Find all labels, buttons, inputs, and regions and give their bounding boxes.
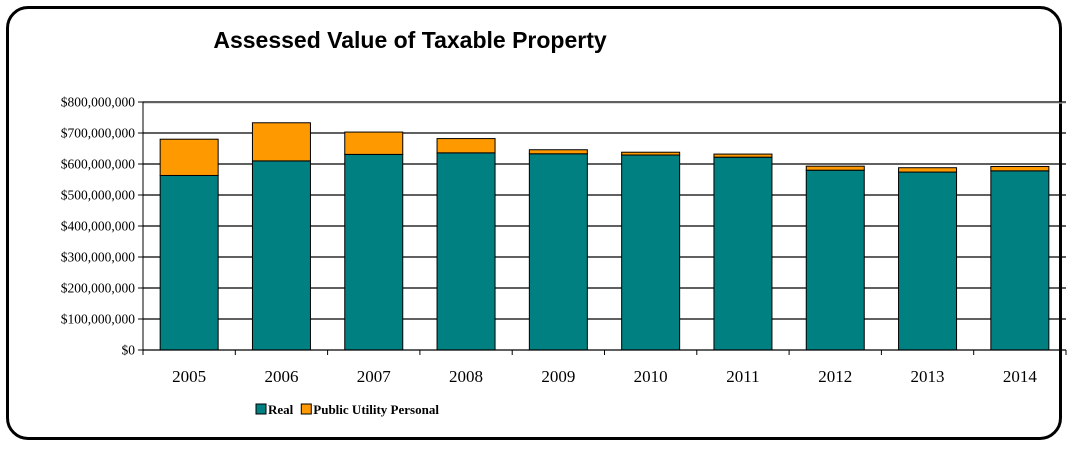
y-tick-label: $500,000,000: [61, 188, 136, 203]
bar-real: [528, 153, 588, 351]
bar-public-utility-personal: [805, 165, 865, 171]
bar-public-utility-personal: [621, 151, 681, 156]
bar-public-utility-personal: [528, 149, 588, 155]
y-tick-label: $400,000,000: [61, 219, 136, 234]
bar-public-utility-personal: [159, 138, 219, 176]
bar-public-utility-personal: [990, 165, 1050, 172]
x-tick-label: 2011: [726, 367, 759, 386]
y-tick-label: $800,000,000: [61, 95, 136, 110]
bar-real: [436, 152, 496, 351]
y-tick-label: $0: [122, 343, 136, 358]
y-tick-label: $700,000,000: [61, 126, 136, 141]
bar-public-utility-personal: [251, 122, 311, 162]
chart-title: Assessed Value of Taxable Property: [213, 27, 607, 53]
bar-real: [159, 174, 219, 351]
bar-public-utility-personal: [436, 138, 496, 154]
bar-real: [621, 154, 681, 351]
y-tick-label: $200,000,000: [61, 281, 136, 296]
x-tick-label: 2009: [541, 367, 575, 386]
bar-public-utility-personal: [713, 153, 773, 158]
x-tick-label: 2012: [818, 367, 852, 386]
y-tick-label: $100,000,000: [61, 312, 136, 327]
x-tick-label: 2008: [449, 367, 483, 386]
x-tick-label: 2005: [172, 367, 206, 386]
legend-swatch: [300, 403, 312, 415]
bar-public-utility-personal: [344, 131, 404, 155]
y-tick-label: $300,000,000: [61, 250, 136, 265]
bar-public-utility-personal: [898, 167, 958, 173]
bar-real: [251, 160, 311, 351]
bar-real: [898, 171, 958, 351]
x-tick-label: 2013: [911, 367, 945, 386]
legend-label: Real: [268, 402, 294, 417]
legend-label: Public Utility Personal: [313, 402, 439, 417]
x-tick-label: 2014: [1003, 367, 1038, 386]
bar-real: [805, 169, 865, 351]
y-tick-label: $600,000,000: [61, 157, 136, 172]
x-tick-label: 2007: [357, 367, 392, 386]
bar-real: [713, 156, 773, 351]
x-tick-label: 2006: [264, 367, 298, 386]
bar-real: [990, 170, 1050, 351]
bar-real: [344, 153, 404, 351]
legend-swatch: [255, 403, 267, 415]
x-tick-label: 2010: [634, 367, 668, 386]
